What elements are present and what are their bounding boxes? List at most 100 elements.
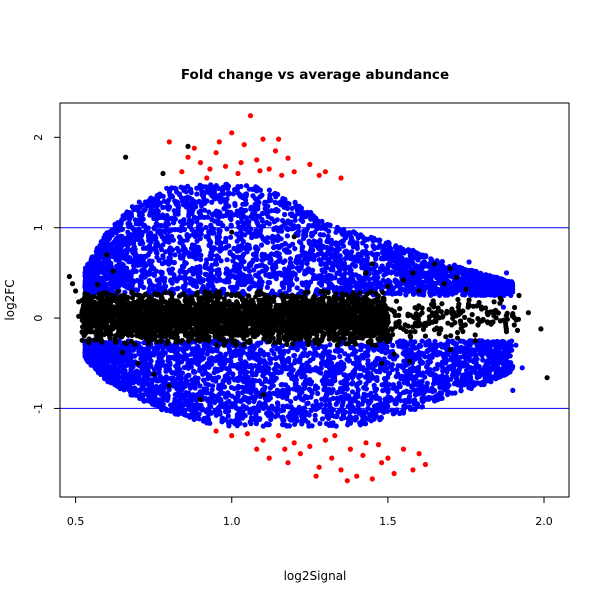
data-point-blue xyxy=(203,184,209,190)
data-point-blue xyxy=(282,211,288,218)
data-point-blue xyxy=(309,230,315,236)
data-point-blue xyxy=(304,394,311,401)
data-point-blue xyxy=(230,191,236,197)
data-point-blue xyxy=(441,386,447,392)
data-point-blue xyxy=(128,367,134,373)
data-point-blue xyxy=(340,366,346,372)
data-point-blue xyxy=(237,370,243,376)
data-point-blue xyxy=(144,373,151,379)
data-point-blue xyxy=(208,267,214,273)
data-point-blue xyxy=(342,379,349,385)
data-point-blue xyxy=(281,348,287,354)
data-point-blue xyxy=(285,390,291,396)
data-point-blue xyxy=(243,215,249,221)
data-point-blue xyxy=(267,280,273,286)
data-point-blue xyxy=(309,212,315,218)
data-point-blue xyxy=(356,372,362,378)
data-point-blue xyxy=(361,257,367,264)
data-point-blue xyxy=(174,245,180,251)
data-point-blue xyxy=(375,269,381,276)
data-point-blue xyxy=(207,240,213,246)
data-point-blue xyxy=(360,250,366,256)
data-point-blue xyxy=(111,355,117,361)
data-point-blue xyxy=(220,378,226,384)
data-point-blue xyxy=(319,416,326,422)
data-point-blue xyxy=(270,390,277,396)
data-point-blue xyxy=(453,374,459,381)
data-point-blue xyxy=(298,264,304,270)
data-point-blue xyxy=(371,266,377,272)
data-point-blue xyxy=(210,194,217,200)
data-point-blue xyxy=(235,220,241,226)
data-point-blue xyxy=(133,287,139,293)
data-point-blue xyxy=(432,366,438,372)
data-point-blue xyxy=(338,359,344,365)
data-point-blue xyxy=(381,366,387,372)
data-point-blue xyxy=(158,193,164,199)
data-point-blue xyxy=(178,375,184,381)
data-point-blue xyxy=(356,380,362,386)
data-point-blue xyxy=(146,237,152,244)
data-point-blue xyxy=(286,423,292,429)
data-point-blue xyxy=(194,215,200,221)
data-point-blue xyxy=(262,199,268,205)
data-point-blue xyxy=(404,369,410,375)
data-point-blue xyxy=(360,409,367,415)
points-layer xyxy=(66,113,550,484)
data-point-blue xyxy=(337,353,343,359)
data-point-blue xyxy=(140,392,146,398)
data-point-blue xyxy=(281,285,287,291)
data-point-blue xyxy=(228,234,234,240)
data-point-blue xyxy=(226,357,232,363)
data-point-blue xyxy=(165,354,171,360)
data-point-blue xyxy=(239,215,245,221)
data-point-blue xyxy=(340,400,346,406)
data-point-blue xyxy=(226,423,232,429)
data-point-blue xyxy=(209,387,215,393)
data-point-blue xyxy=(294,347,300,353)
data-point-blue xyxy=(423,342,429,348)
data-point-blue xyxy=(165,395,171,401)
data-point-blue xyxy=(353,231,359,237)
data-point-blue xyxy=(312,417,318,423)
data-point-blue xyxy=(138,280,144,286)
data-point-blue xyxy=(425,361,431,367)
data-point-blue xyxy=(294,418,300,424)
data-point-blue xyxy=(200,364,207,370)
data-point-blue xyxy=(322,347,328,353)
data-point-blue xyxy=(283,382,289,388)
data-point-blue xyxy=(122,212,128,218)
data-point-blue xyxy=(424,348,430,354)
data-point-blue xyxy=(235,390,241,396)
data-point-blue xyxy=(338,380,344,386)
data-point-blue xyxy=(373,251,379,257)
data-point-blue xyxy=(431,388,438,394)
data-point-blue xyxy=(287,256,293,262)
data-point-blue xyxy=(249,365,255,371)
data-point-blue xyxy=(250,232,256,238)
data-point-blue xyxy=(220,213,226,219)
data-point-blue xyxy=(201,207,208,213)
data-point-blue xyxy=(225,268,231,274)
data-point-blue xyxy=(465,363,471,370)
data-point-blue xyxy=(205,233,211,239)
data-point-blue xyxy=(382,396,388,402)
data-point-blue xyxy=(209,262,215,268)
data-point-blue xyxy=(215,374,222,380)
data-point-blue xyxy=(168,375,175,381)
data-point-blue xyxy=(468,377,474,383)
data-point-blue xyxy=(253,389,259,395)
data-point-blue xyxy=(269,273,275,279)
data-point-blue xyxy=(282,258,288,264)
data-point-blue xyxy=(266,187,272,193)
data-point-blue xyxy=(312,412,318,419)
data-point-blue xyxy=(413,264,419,270)
data-point-blue xyxy=(373,395,379,401)
data-point-blue xyxy=(274,387,280,393)
data-point-blue xyxy=(432,338,438,345)
data-point-blue xyxy=(412,339,418,345)
data-point-blue xyxy=(264,284,270,290)
data-point-blue xyxy=(275,191,281,198)
data-point-blue xyxy=(209,216,215,223)
